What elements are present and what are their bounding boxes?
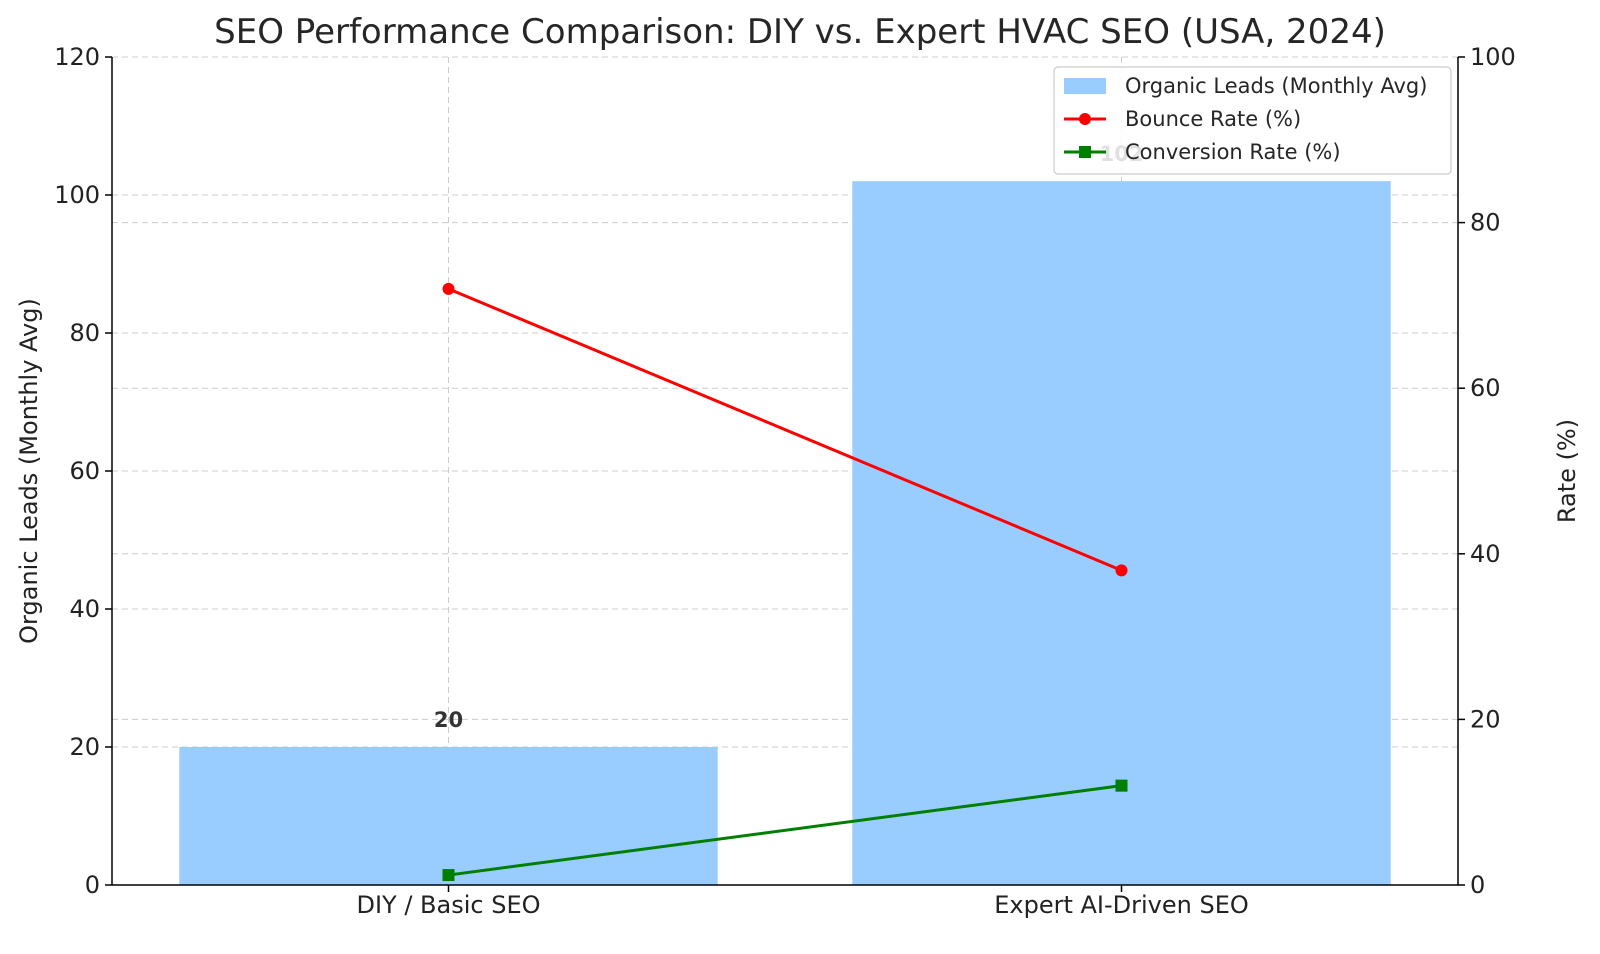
point-1-0 (442, 869, 455, 882)
series-line-0 (447, 287, 1123, 572)
legend-swatch-0 (1064, 78, 1106, 94)
axes: 0 20 40 60 80 100 120 0 20 40 60 80 100 DIY / Basic S… (54, 43, 1516, 919)
y-left-tick-label-80: 80 (69, 319, 100, 347)
x-tick-label-1: Expert AI-Driven SEO (994, 891, 1249, 919)
point-0-1 (1115, 564, 1128, 577)
y-axis-left-title: Organic Leads (Monthly Avg) (15, 298, 43, 644)
y-right-tick-label-60: 60 (1470, 374, 1501, 402)
legend: Organic Leads (Monthly Avg) Bounce Rate (… (1053, 66, 1452, 175)
point-0-0 (442, 282, 455, 295)
y-right-tick-label-0: 0 (1470, 871, 1485, 899)
y-left-tick-label-60: 60 (69, 457, 100, 485)
y-left-tick-label-0: 0 (85, 871, 100, 899)
y-left-tick-label-20: 20 (69, 733, 100, 761)
bar-0 (179, 747, 718, 885)
y-right-tick-label-20: 20 (1470, 705, 1501, 733)
legend-label-0: Organic Leads (Monthly Avg) (1125, 74, 1427, 98)
y-right-tick-label-80: 80 (1470, 209, 1501, 237)
legend-label-1: Bounce Rate (%) (1125, 107, 1301, 131)
point-1-1 (1115, 779, 1128, 792)
legend-label-2: Conversion Rate (%) (1125, 140, 1341, 164)
legend-marker-1 (1079, 113, 1091, 125)
bar-value-label-0: 20 (434, 708, 463, 732)
y-left-tick-label-40: 40 (69, 595, 100, 623)
series-line-1 (448, 784, 1122, 877)
y-left-tick-label-100: 100 (54, 181, 100, 209)
bars: 20102 (179, 142, 1391, 885)
legend-marker-2 (1079, 146, 1091, 158)
y-right-tick-label-40: 40 (1470, 540, 1501, 568)
x-tick-label-0: DIY / Basic SEO (356, 891, 540, 919)
y-axis-right-title: Rate (%) (1553, 419, 1581, 523)
chart-title: SEO Performance Comparison: DIY vs. Expe… (214, 12, 1386, 52)
bar-1 (852, 181, 1391, 885)
legend-box (1053, 66, 1452, 175)
y-right-tick-label-100: 100 (1470, 43, 1516, 71)
y-left-tick-label-120: 120 (54, 43, 100, 71)
series-lines (442, 282, 1128, 882)
